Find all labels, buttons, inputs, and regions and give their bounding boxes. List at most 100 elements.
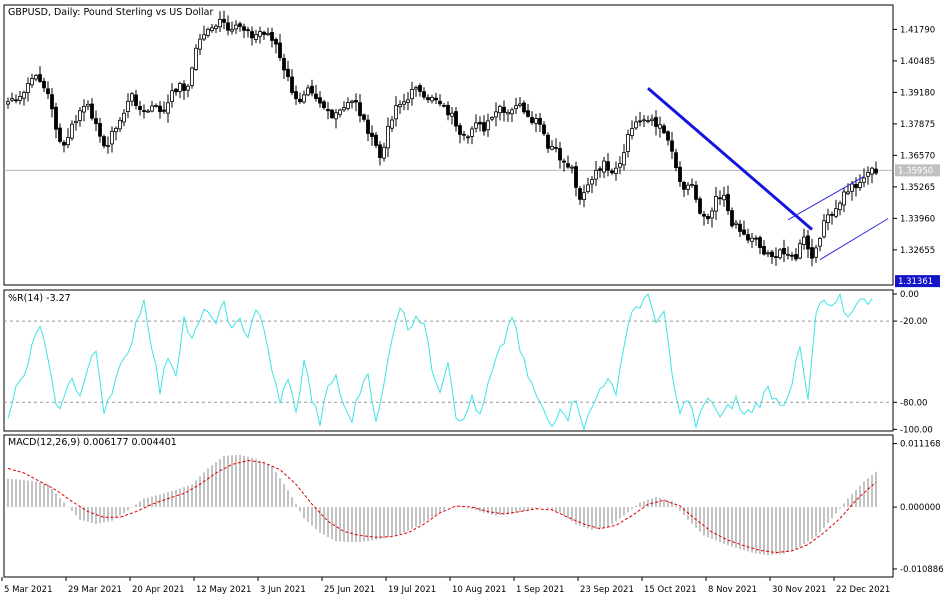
- candle: [734, 219, 738, 229]
- price-tick-label: 1.35265: [900, 183, 935, 193]
- time-tick-label: 3 Jun 2021: [260, 585, 306, 595]
- candle-body: [66, 137, 70, 146]
- candle: [378, 141, 382, 166]
- macd-tick-label: 0.011168: [900, 440, 941, 450]
- candle-body: [310, 85, 314, 94]
- candle: [758, 235, 762, 255]
- candle: [130, 92, 134, 107]
- candle-body: [26, 82, 30, 93]
- candle-body: [338, 109, 342, 115]
- williams-r-tick-label: -20.00: [900, 317, 927, 327]
- candle-body: [662, 125, 666, 134]
- candle-body: [666, 131, 670, 141]
- candle: [874, 161, 878, 176]
- candle: [586, 177, 590, 194]
- candle: [346, 97, 350, 111]
- candle: [498, 104, 502, 121]
- candle: [22, 90, 26, 106]
- candle-body: [158, 105, 162, 113]
- candle-body: [202, 34, 206, 40]
- candle-body: [874, 168, 878, 174]
- candle-body: [370, 132, 374, 137]
- candle: [306, 84, 310, 97]
- candle: [626, 129, 630, 158]
- candle: [222, 10, 226, 30]
- candle-body: [602, 160, 606, 173]
- candle-body: [558, 148, 562, 161]
- candle-body: [498, 106, 502, 114]
- candle-body: [210, 27, 214, 32]
- price-tick-label: 1.33960: [900, 214, 935, 224]
- macd-axis: 0.011168 0.000000 -0.010886: [893, 440, 944, 575]
- candle-body: [386, 125, 390, 149]
- candle-body: [502, 106, 506, 113]
- candle-body: [490, 117, 494, 120]
- candle-body: [486, 120, 490, 131]
- candle-body: [450, 112, 454, 117]
- candle: [698, 196, 702, 215]
- candle: [730, 207, 734, 228]
- macd-panel: MACD(12,26,9) 0.006177 0.004401 0.011168…: [3, 434, 944, 578]
- candle: [158, 101, 162, 119]
- candle: [858, 174, 862, 191]
- candle: [550, 140, 554, 151]
- candle: [270, 27, 274, 48]
- candle-body: [398, 104, 402, 108]
- candle: [502, 100, 506, 122]
- candle-body: [374, 134, 378, 146]
- candle-body: [722, 194, 726, 201]
- candle: [610, 168, 614, 176]
- candle-body: [598, 168, 602, 171]
- candle: [450, 106, 454, 125]
- candle: [46, 81, 50, 100]
- candle-body: [366, 119, 370, 134]
- candle-body: [82, 106, 86, 113]
- candle: [290, 69, 294, 96]
- candle: [366, 114, 370, 142]
- candle: [282, 53, 286, 79]
- candle: [246, 26, 250, 38]
- candle: [70, 120, 74, 141]
- candle-body: [38, 74, 42, 82]
- current-price-tag-bg: [895, 164, 940, 177]
- candle: [134, 89, 138, 110]
- candle-body: [434, 97, 438, 101]
- time-tick-label: 23 Sep 2021: [580, 585, 634, 595]
- candle: [662, 123, 666, 135]
- candle-body: [198, 38, 202, 50]
- candle: [230, 21, 234, 35]
- candle-body: [838, 202, 842, 211]
- candle: [414, 85, 418, 97]
- candle-body: [70, 123, 74, 139]
- candle: [314, 84, 318, 102]
- candle-body: [378, 144, 382, 158]
- candle: [406, 91, 410, 111]
- candle: [750, 232, 754, 249]
- candle-body: [410, 89, 414, 100]
- candle: [638, 111, 642, 127]
- candle-body: [170, 90, 174, 102]
- candle-body: [726, 194, 730, 212]
- candle-body: [606, 161, 610, 171]
- candle-body: [750, 237, 754, 242]
- candle-body: [738, 223, 742, 232]
- candle-body: [406, 99, 410, 103]
- candle-body: [650, 118, 654, 122]
- candle-body: [222, 18, 226, 23]
- candle: [506, 109, 510, 122]
- candle: [790, 252, 794, 261]
- candle-body: [322, 101, 326, 109]
- candle: [242, 23, 246, 39]
- trend-lines: [647, 87, 889, 261]
- candle-body: [618, 163, 622, 168]
- candle-body: [442, 104, 446, 107]
- candle-body: [86, 103, 90, 107]
- candle: [766, 250, 770, 258]
- candle-body: [782, 247, 786, 255]
- candle-body: [522, 102, 526, 113]
- candle-body: [254, 34, 258, 40]
- candle-body: [850, 183, 854, 192]
- candle: [474, 114, 478, 133]
- macd-label: MACD(12,26,9) 0.006177 0.004401: [8, 437, 177, 448]
- candle-body: [266, 33, 270, 36]
